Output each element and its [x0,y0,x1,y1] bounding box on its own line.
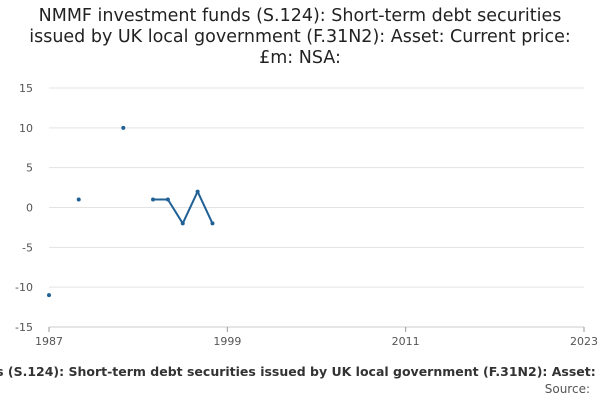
y-tick-label: 0 [26,202,33,215]
data-point [151,197,156,202]
data-point [76,197,81,202]
y-tick-label: -10 [15,281,33,294]
data-point [210,221,215,226]
chart-title: NMMF investment funds (S.124): Short-ter… [29,6,571,68]
x-tick-label: 2023 [570,335,598,348]
y-tick-label: 10 [19,122,33,135]
y-tick-label: -5 [22,241,33,254]
source-label: Source: [544,382,590,396]
y-axis: 15 10 5 0 -5 -10 -15 [15,82,33,334]
gridlines [49,87,584,328]
data-point [195,189,200,194]
x-tick-label: 1987 [35,335,63,348]
y-tick-label: 15 [19,82,33,95]
x-axis: 1987 1999 2011 2023 [35,326,598,348]
x-axis-label: NMMF investment funds (S.124): Short-ter… [0,364,600,379]
x-axis-label-container: NMMF investment funds (S.124): Short-ter… [0,364,600,382]
data-point [165,197,170,202]
x-tick-label: 1999 [213,335,241,348]
y-tick-label: -15 [15,321,33,334]
y-tick-label: 5 [26,162,33,175]
x-tick-label: 2011 [392,335,420,348]
data-point [180,221,185,226]
data-point [121,125,126,130]
data-series [47,125,215,298]
data-point [47,293,51,298]
